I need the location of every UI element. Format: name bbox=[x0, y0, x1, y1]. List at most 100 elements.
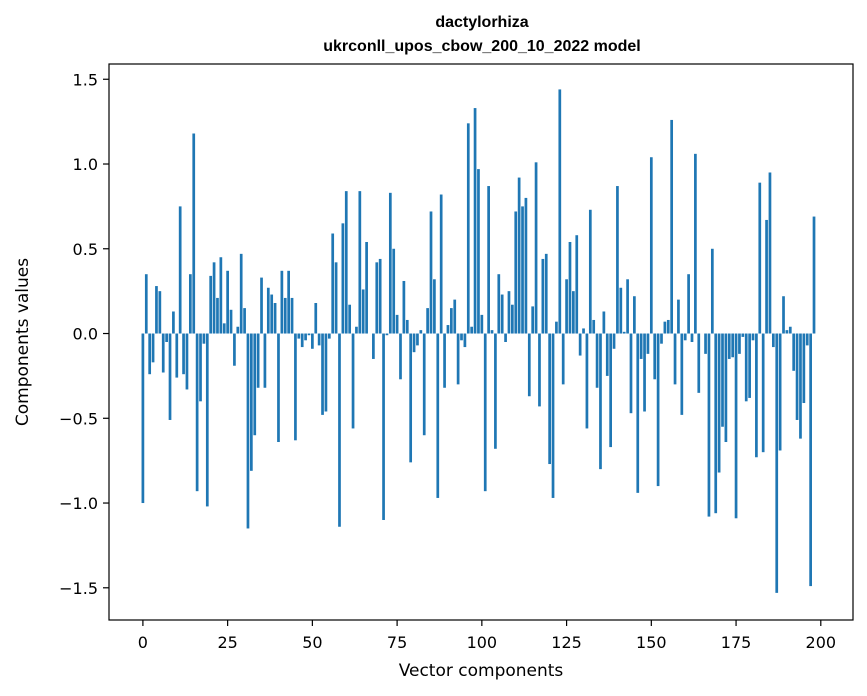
bar bbox=[273, 303, 277, 334]
bar bbox=[721, 333, 724, 427]
bar bbox=[239, 253, 243, 334]
bar bbox=[263, 333, 267, 388]
axes-group: 0 25 50 75 100 125 150 175 200 −1.5 −1.0 −0.5 0.0 0.5… bbox=[59, 70, 836, 652]
bar bbox=[307, 333, 311, 336]
bar bbox=[677, 299, 680, 334]
bar bbox=[358, 191, 362, 334]
bar bbox=[294, 333, 297, 441]
bar bbox=[426, 308, 429, 334]
bar bbox=[416, 333, 419, 346]
bar bbox=[446, 325, 450, 334]
bar bbox=[192, 133, 196, 334]
bar bbox=[785, 330, 789, 334]
bar bbox=[297, 333, 301, 339]
bar bbox=[300, 333, 304, 348]
x-tick-label: 50 bbox=[302, 633, 322, 652]
bar bbox=[636, 333, 640, 493]
bar bbox=[195, 333, 199, 492]
bar bbox=[205, 333, 209, 507]
bar bbox=[588, 209, 592, 334]
bar bbox=[277, 333, 280, 443]
bar bbox=[768, 172, 772, 334]
bar bbox=[639, 333, 643, 359]
bar bbox=[341, 223, 345, 334]
bar bbox=[439, 194, 443, 334]
bar bbox=[172, 311, 175, 334]
bar bbox=[707, 333, 711, 517]
bar bbox=[266, 287, 270, 334]
bar bbox=[429, 211, 433, 334]
bar bbox=[812, 216, 816, 334]
bar bbox=[165, 333, 168, 342]
bar bbox=[788, 326, 792, 334]
bar bbox=[314, 303, 318, 334]
bar bbox=[649, 157, 653, 334]
bar bbox=[616, 186, 619, 334]
bar bbox=[226, 270, 229, 334]
bar bbox=[504, 333, 507, 342]
bar bbox=[622, 331, 626, 334]
bar bbox=[765, 219, 768, 334]
bar bbox=[375, 262, 379, 334]
bar bbox=[541, 258, 545, 334]
bar bbox=[490, 330, 494, 334]
bar bbox=[372, 333, 375, 359]
bar bbox=[690, 333, 694, 342]
bar bbox=[348, 304, 352, 334]
bar bbox=[412, 333, 416, 353]
bar bbox=[629, 333, 633, 414]
bar bbox=[656, 333, 660, 487]
bar bbox=[344, 191, 348, 334]
bar bbox=[209, 275, 213, 334]
plot-frame bbox=[108, 63, 854, 621]
bar bbox=[449, 308, 453, 334]
bar bbox=[507, 291, 511, 334]
bar bbox=[331, 233, 335, 334]
bar bbox=[795, 333, 799, 420]
bar bbox=[155, 286, 158, 334]
chart-title-line2: ukrconll_upos_cbow_200_10_2022 model bbox=[323, 38, 640, 55]
bar bbox=[304, 333, 307, 341]
bar bbox=[670, 119, 674, 334]
bar bbox=[494, 333, 497, 449]
bar bbox=[466, 123, 470, 334]
y-tick-label: 0.0 bbox=[73, 325, 98, 344]
bar bbox=[355, 326, 358, 334]
bar bbox=[538, 333, 541, 407]
bar bbox=[334, 262, 338, 334]
bar bbox=[673, 333, 677, 385]
bar bbox=[470, 326, 474, 334]
bar bbox=[361, 289, 365, 334]
bar bbox=[473, 108, 477, 334]
bar bbox=[250, 333, 253, 471]
x-tick-label: 25 bbox=[217, 633, 237, 652]
bar bbox=[568, 241, 572, 334]
bar bbox=[734, 333, 738, 519]
bar bbox=[799, 333, 802, 439]
bar bbox=[744, 333, 748, 402]
y-axis-label: Components values bbox=[13, 258, 33, 426]
x-tick-label: 0 bbox=[138, 633, 148, 652]
y-tick-label: −0.5 bbox=[59, 409, 98, 428]
y-tick-label: −1.0 bbox=[59, 494, 98, 513]
bar bbox=[605, 333, 609, 376]
bar bbox=[497, 274, 501, 334]
bar bbox=[385, 333, 389, 336]
bar bbox=[317, 333, 321, 346]
bar bbox=[548, 333, 551, 465]
bar bbox=[409, 333, 413, 463]
bar bbox=[402, 280, 406, 334]
bar bbox=[555, 321, 558, 334]
bar bbox=[185, 333, 189, 390]
bar bbox=[246, 333, 250, 529]
bar bbox=[646, 333, 650, 354]
bar bbox=[578, 333, 582, 356]
bar bbox=[755, 333, 758, 458]
bar bbox=[694, 153, 697, 334]
bar bbox=[585, 333, 589, 429]
bar bbox=[517, 177, 521, 334]
bar bbox=[477, 169, 480, 334]
bar bbox=[778, 333, 782, 451]
bar bbox=[199, 333, 202, 402]
bar bbox=[148, 333, 152, 375]
